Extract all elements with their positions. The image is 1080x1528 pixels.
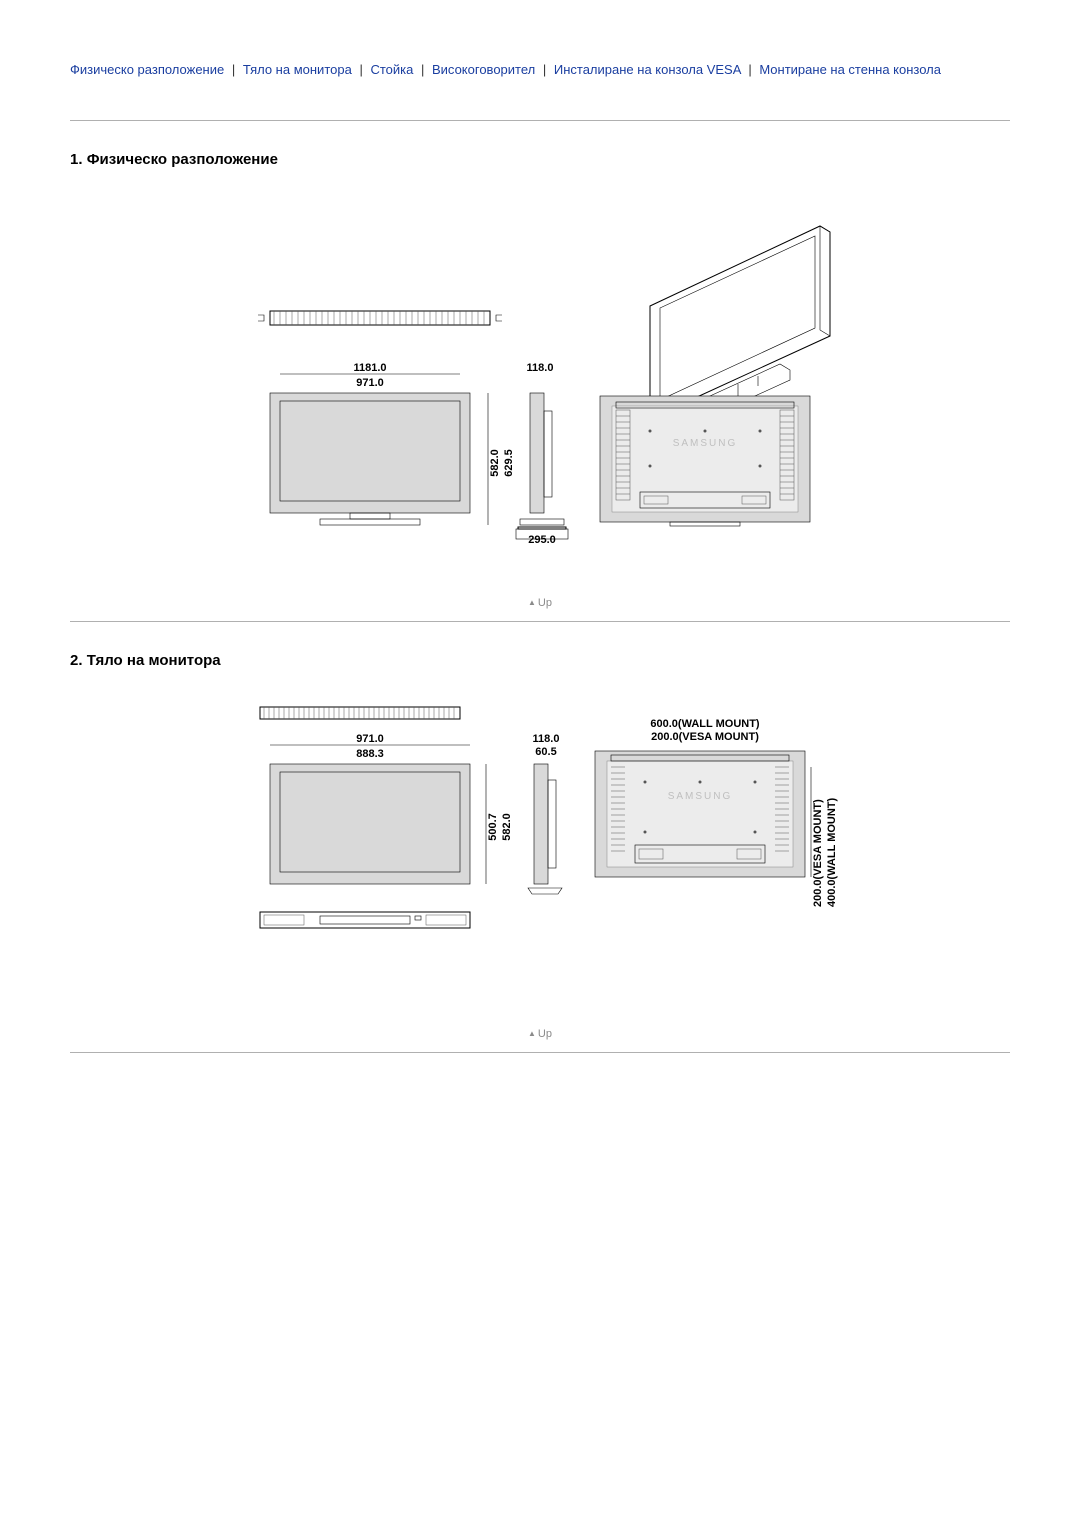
svg-text:SAMSUNG: SAMSUNG: [668, 791, 733, 802]
section-2-text: Тяло на монитора: [87, 652, 221, 669]
svg-text:629.5: 629.5: [503, 449, 515, 477]
svg-text:971.0: 971.0: [356, 377, 384, 389]
section-2-title: 2. Тяло на монитора: [70, 652, 1010, 669]
crumb-vesa-install[interactable]: Инсталиране на конзола VESA: [554, 62, 741, 77]
svg-text:295.0: 295.0: [528, 534, 556, 546]
crumb-physical-layout[interactable]: Физическо разположение: [70, 62, 224, 77]
figure-2-svg: 971.0 888.3 500.7 582.0 118.0 60.5: [220, 697, 860, 1007]
section-1-text: Физическо разположение: [87, 151, 278, 168]
up-link-2[interactable]: ▲Up: [70, 1028, 1010, 1040]
svg-text:118.0: 118.0: [533, 733, 560, 745]
figure-1-svg: 1181.0 971.0 582.0 629.5 118.0 295.0: [220, 196, 860, 576]
up-label: Up: [538, 597, 552, 609]
separator: |: [232, 62, 235, 77]
svg-text:888.3: 888.3: [356, 748, 384, 760]
svg-text:582.0: 582.0: [501, 813, 513, 841]
svg-text:500.7: 500.7: [487, 813, 499, 841]
svg-text:971.0: 971.0: [356, 733, 384, 745]
figure-1: 1181.0 971.0 582.0 629.5 118.0 295.0: [70, 196, 1010, 579]
svg-text:582.0: 582.0: [489, 449, 501, 477]
divider: [70, 621, 1010, 622]
svg-text:1181.0: 1181.0: [353, 362, 386, 374]
separator: |: [421, 62, 424, 77]
figure-2: 971.0 888.3 500.7 582.0 118.0 60.5: [70, 697, 1010, 1010]
crumb-stand[interactable]: Стойка: [370, 62, 413, 77]
svg-text:200.0(VESA MOUNT): 200.0(VESA MOUNT): [812, 798, 824, 906]
up-triangle-icon: ▲: [528, 598, 536, 607]
section-2-number: 2.: [70, 652, 83, 669]
svg-text:SAMSUNG: SAMSUNG: [673, 438, 738, 449]
divider: [70, 120, 1010, 121]
up-label: Up: [538, 1028, 552, 1040]
up-triangle-icon: ▲: [528, 1029, 536, 1038]
separator: |: [359, 62, 362, 77]
svg-text:400.0(WALL MOUNT): 400.0(WALL MOUNT): [826, 797, 838, 907]
crumb-wall-mount[interactable]: Монтиране на стенна конзола: [759, 62, 941, 77]
svg-text:200.0(VESA MOUNT): 200.0(VESA MOUNT): [651, 731, 759, 743]
section-1-title: 1. Физическо разположение: [70, 151, 1010, 168]
crumb-speaker[interactable]: Високоговорител: [432, 62, 535, 77]
breadcrumb: Физическо разположение | Тяло на монитор…: [70, 60, 1010, 80]
up-link-1[interactable]: ▲Up: [70, 597, 1010, 609]
separator: |: [748, 62, 751, 77]
svg-text:600.0(WALL MOUNT): 600.0(WALL MOUNT): [650, 718, 760, 730]
svg-text:60.5: 60.5: [535, 746, 556, 758]
svg-text:118.0: 118.0: [527, 362, 554, 374]
crumb-monitor-body[interactable]: Тяло на монитора: [243, 62, 352, 77]
section-1-number: 1.: [70, 151, 83, 168]
divider: [70, 1052, 1010, 1053]
separator: |: [543, 62, 546, 77]
